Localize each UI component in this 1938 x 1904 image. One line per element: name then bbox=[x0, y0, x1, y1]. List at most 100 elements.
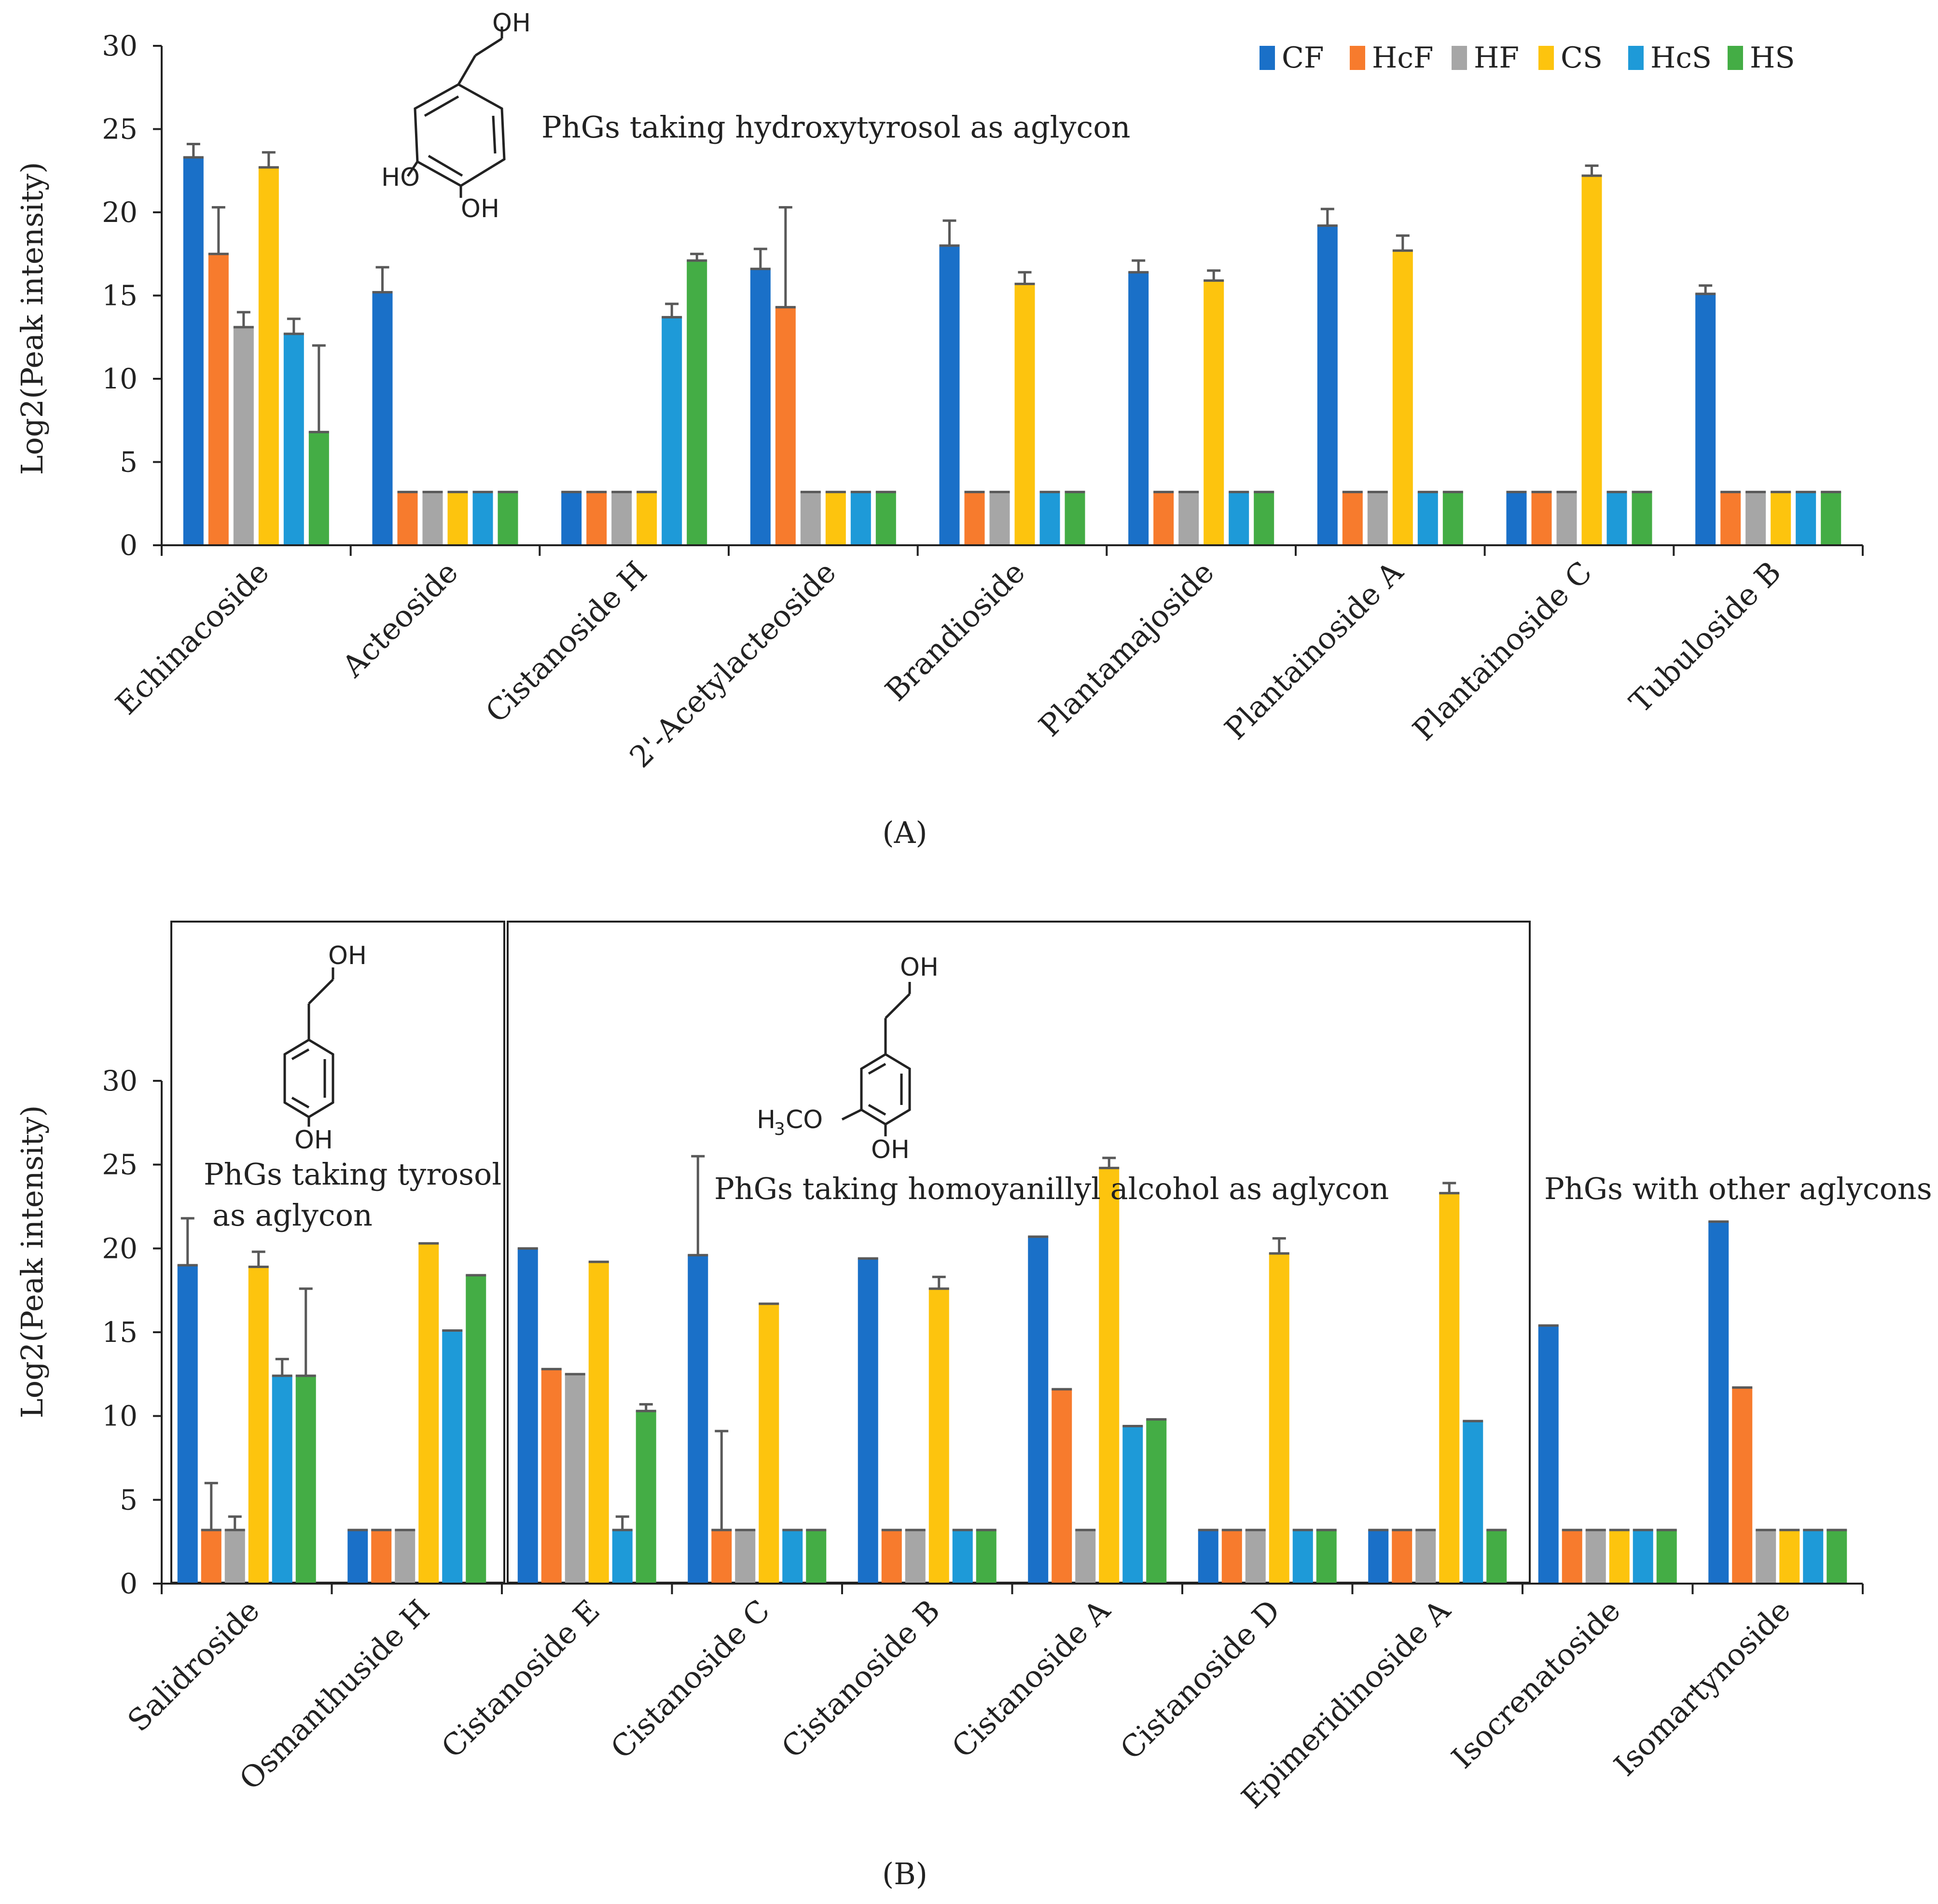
bar-hcs-brandioside bbox=[1039, 492, 1060, 545]
bar-hcf-plantamajoside bbox=[1153, 492, 1174, 545]
bar-cs-echinacoside bbox=[258, 167, 279, 546]
bar-hs-2-acetylacteoside bbox=[875, 492, 896, 545]
bar-cs-acteoside bbox=[447, 492, 468, 545]
legend-swatch-hf bbox=[1452, 46, 1467, 70]
bar-cf-plantamajoside bbox=[1128, 272, 1149, 545]
y-tick-label: 10 bbox=[102, 362, 138, 395]
bar-hf-plantamajoside bbox=[1178, 492, 1199, 545]
structure-label-oh-top: OH bbox=[900, 953, 939, 982]
bar-cf-isomartynoside bbox=[1708, 1221, 1729, 1584]
y-tick-label: 30 bbox=[102, 1064, 138, 1097]
category-label-cistanoside-d: Cistanoside D bbox=[1113, 1593, 1287, 1766]
bar-hf-salidroside bbox=[224, 1530, 245, 1584]
bar-cf-plantainoside-c bbox=[1506, 492, 1527, 545]
bar-hcs-salidroside bbox=[272, 1376, 292, 1584]
annotation-homovanillyl: PhGs taking homoyanillyl alcohol as agly… bbox=[714, 1171, 1389, 1206]
bar-cs-osmanthuside-h bbox=[418, 1243, 439, 1584]
bar-hs-brandioside bbox=[1065, 492, 1085, 545]
bar-hcf-cistanoside-b bbox=[881, 1530, 902, 1584]
structure-label-ho: HO bbox=[381, 163, 420, 192]
bar-hcf-salidroside bbox=[201, 1530, 221, 1584]
bar-hs-acteoside bbox=[498, 492, 518, 545]
bar-cs-plantainoside-c bbox=[1581, 176, 1602, 546]
bar-hcf-cistanoside-d bbox=[1221, 1530, 1242, 1584]
legend-swatch-cs bbox=[1538, 46, 1554, 70]
bar-hcf-isocrenatoside bbox=[1562, 1530, 1582, 1584]
bar-series bbox=[183, 156, 1841, 546]
category-label-isocrenatoside: Isocrenatoside bbox=[1445, 1593, 1627, 1775]
bar-hcs-cistanoside-d bbox=[1292, 1530, 1313, 1584]
tyrosol-structure-icon: OH OH bbox=[283, 941, 367, 1155]
bar-hs-cistanoside-h bbox=[687, 261, 707, 545]
bar-hf-cistanoside-e bbox=[565, 1374, 585, 1584]
structure-label-oh-top: OH bbox=[328, 941, 367, 970]
bar-hf-isomartynoside bbox=[1756, 1530, 1776, 1584]
bar-hcf-isomartynoside bbox=[1732, 1387, 1753, 1584]
bar-hf-cistanoside-h bbox=[611, 492, 632, 545]
bar-cs-cistanoside-a bbox=[1099, 1168, 1120, 1584]
bar-hs-cistanoside-b bbox=[976, 1530, 997, 1584]
bar-hs-cistanoside-d bbox=[1316, 1530, 1337, 1584]
y-tick-label: 20 bbox=[102, 1232, 138, 1265]
panel-b: Log2(Peak intensity) 0 5 10 15 20 25 30 Salidr… bbox=[14, 921, 1932, 1891]
bar-hf-cistanoside-b bbox=[905, 1530, 926, 1584]
bar-cs-brandioside bbox=[1014, 284, 1035, 545]
homovanillyl-alcohol-structure-icon: OH H 3 CO OH bbox=[757, 953, 939, 1164]
bar-cf-cistanoside-b bbox=[858, 1258, 878, 1584]
legend: CF HcF HF CS HcS HS bbox=[1260, 41, 1795, 75]
structure-label-oh-bottom: OH bbox=[294, 1126, 333, 1155]
y-tick-label: 10 bbox=[102, 1400, 138, 1433]
category-label-echinacoside: Echinacoside bbox=[109, 554, 276, 721]
category-label-cistanoside-c: Cistanoside C bbox=[604, 1593, 776, 1766]
bar-hf-acteoside bbox=[422, 492, 443, 545]
category-label-cistanoside-h: Cistanoside H bbox=[479, 554, 654, 730]
x-axis-ticks bbox=[161, 545, 1864, 556]
structure-label-co: CO bbox=[786, 1105, 823, 1134]
bar-cf-cistanoside-a bbox=[1028, 1237, 1049, 1584]
bar-cf-plantainoside-a bbox=[1317, 225, 1338, 546]
bar-cs-tubuloside-b bbox=[1771, 492, 1791, 545]
bar-hf-2-acetylacteoside bbox=[800, 492, 821, 545]
bar-hcf-epimeridinoside-a bbox=[1392, 1530, 1412, 1584]
bar-cf-brandioside bbox=[939, 246, 960, 545]
annotation-other-aglycons: PhGs with other aglycons bbox=[1544, 1171, 1932, 1206]
y-axis-ticks: 0 5 10 15 20 25 30 bbox=[102, 1064, 162, 1600]
bar-hs-salidroside bbox=[295, 1376, 316, 1584]
bar-hcs-cistanoside-b bbox=[952, 1530, 973, 1584]
bar-cs-cistanoside-e bbox=[588, 1262, 609, 1584]
bar-cf-cistanoside-h bbox=[561, 492, 582, 545]
bar-cs-plantainoside-a bbox=[1392, 250, 1413, 545]
legend-swatch-hcs bbox=[1628, 46, 1644, 70]
bar-cf-cistanoside-e bbox=[517, 1248, 538, 1584]
bar-hs-cistanoside-c bbox=[806, 1530, 827, 1584]
bar-hcs-acteoside bbox=[472, 492, 493, 545]
structure-label-oh-top: OH bbox=[492, 9, 531, 38]
bar-hs-cistanoside-a bbox=[1146, 1419, 1167, 1584]
legend-swatch-hs bbox=[1728, 46, 1743, 70]
bar-hf-osmanthuside-h bbox=[395, 1530, 415, 1584]
bar-hf-tubuloside-b bbox=[1745, 492, 1766, 545]
x-axis-ticks bbox=[161, 1584, 1864, 1594]
bar-hcs-2-acetylacteoside bbox=[850, 492, 871, 545]
bar-hcf-cistanoside-e bbox=[541, 1369, 562, 1584]
bar-hcs-isomartynoside bbox=[1803, 1530, 1824, 1584]
bar-cs-2-acetylacteoside bbox=[825, 492, 846, 545]
bar-hcs-cistanoside-h bbox=[662, 317, 682, 545]
y-axis-label: Log2(Peak intensity) bbox=[14, 1105, 50, 1419]
annotation-hydroxytyrosol: PhGs taking hydroxytyrosol as aglycon bbox=[541, 110, 1130, 145]
annotation-tyrosol-line2: as aglycon bbox=[212, 1198, 373, 1233]
bar-hcf-tubuloside-b bbox=[1720, 492, 1741, 545]
category-label-plantamajoside: Plantamajoside bbox=[1032, 554, 1220, 743]
bar-hs-isomartynoside bbox=[1827, 1530, 1847, 1584]
category-label-cistanoside-a: Cistanoside A bbox=[945, 1592, 1117, 1765]
y-tick-label: 25 bbox=[102, 1148, 138, 1181]
bar-cs-isomartynoside bbox=[1779, 1530, 1800, 1584]
bar-hcs-tubuloside-b bbox=[1796, 492, 1816, 545]
bar-cf-cistanoside-c bbox=[688, 1255, 708, 1584]
bar-hs-plantainoside-c bbox=[1632, 492, 1652, 545]
legend-label-hcs: HcS bbox=[1650, 41, 1712, 75]
bar-cs-cistanoside-d bbox=[1269, 1253, 1289, 1584]
legend-swatch-cf bbox=[1260, 46, 1275, 70]
